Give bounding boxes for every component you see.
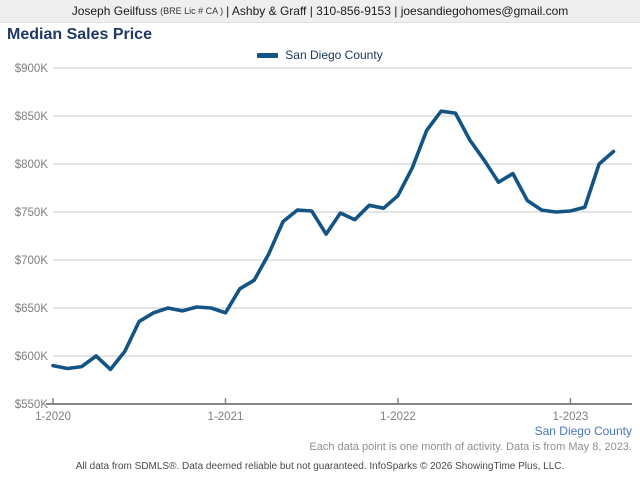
y-axis-tick-label: $650K (15, 303, 49, 315)
agent-header-bar: Joseph Geilfuss (BRE Lic # CA ) | Ashby … (0, 0, 640, 23)
series-line-san-diego-county (51, 109, 616, 372)
x-axis-tick-label: 1-2020 (35, 411, 71, 423)
y-axis-tick-label: $750K (15, 207, 49, 219)
agent-license: (BRE Lic # CA ) (160, 6, 224, 16)
y-axis-tick-label: $850K (15, 111, 49, 123)
agent-name: Joseph Geilfuss (71, 4, 158, 18)
y-axis-tick-label: $900K (15, 63, 49, 75)
x-axis-tick-label: 1-2022 (380, 411, 416, 423)
legend-line-swatch (257, 52, 279, 58)
page-title: Median Sales Price (7, 26, 152, 43)
footer-data-note: Each data point is one month of activity… (309, 441, 632, 453)
legend-series-label: San Diego County (285, 48, 383, 62)
x-axis-tick-label: 1-2021 (208, 411, 244, 423)
chart-legend: San Diego County (0, 47, 640, 63)
y-axis-tick-label: $550K (15, 399, 49, 411)
y-axis-tick-label: $600K (15, 351, 49, 363)
footer-series-label: San Diego County (534, 424, 632, 438)
footer-disclaimer: All data from SDMLS®. Data deemed reliab… (75, 461, 565, 472)
y-axis-tick-label: $700K (15, 255, 49, 267)
y-axis-tick-label: $800K (15, 159, 49, 171)
x-axis-tick-label: 1-2023 (552, 411, 588, 423)
agent-contact: | Ashby & Graff | 310-856-9153 | joesand… (226, 4, 569, 18)
